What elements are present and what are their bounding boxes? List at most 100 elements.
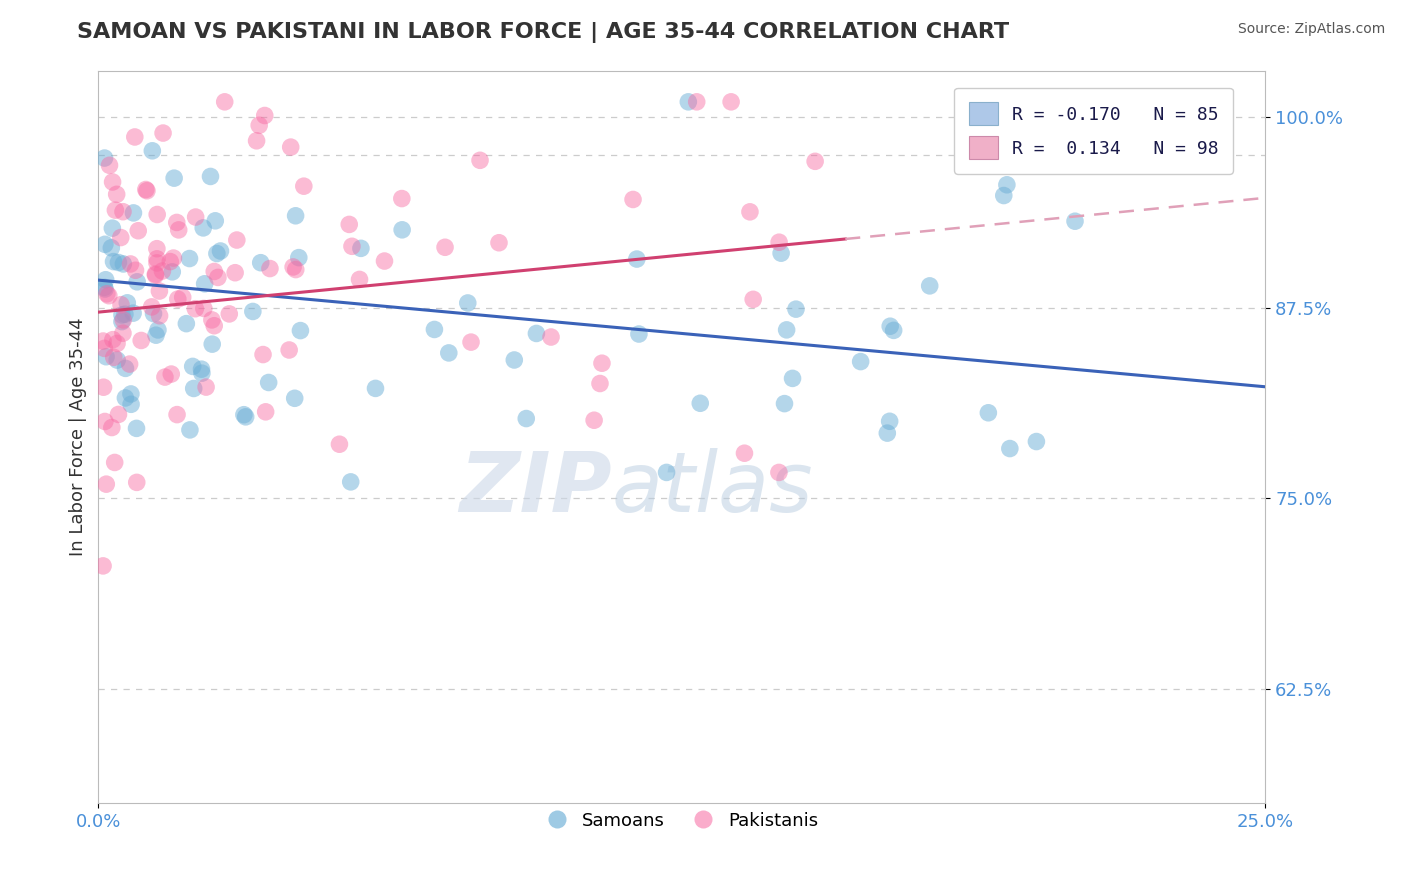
Point xyxy=(257,376,280,390)
Point xyxy=(162,265,184,279)
Point xyxy=(97,289,120,303)
Point xyxy=(202,264,225,278)
Text: ZIP: ZIP xyxy=(460,448,612,529)
Point xyxy=(503,353,526,368)
Point xyxy=(146,207,169,221)
Point xyxy=(879,319,901,334)
Point xyxy=(94,282,117,296)
Point xyxy=(176,317,198,331)
Point xyxy=(1064,214,1087,228)
Point xyxy=(118,357,141,371)
Text: atlas: atlas xyxy=(612,448,814,529)
Point xyxy=(201,313,224,327)
Point xyxy=(278,343,301,357)
Point xyxy=(141,144,163,158)
Point xyxy=(284,209,307,223)
Point xyxy=(457,296,479,310)
Point xyxy=(125,421,148,435)
Point xyxy=(93,151,115,165)
Point xyxy=(849,354,872,368)
Point xyxy=(129,334,152,348)
Point xyxy=(96,286,118,301)
Point xyxy=(152,126,174,140)
Point xyxy=(110,298,132,312)
Point xyxy=(209,244,232,258)
Point xyxy=(93,280,115,294)
Point xyxy=(202,318,225,333)
Point xyxy=(172,290,194,304)
Point xyxy=(166,408,188,422)
Point xyxy=(247,118,270,132)
Point xyxy=(775,323,797,337)
Point xyxy=(105,353,128,368)
Point xyxy=(127,224,149,238)
Point xyxy=(190,362,212,376)
Point xyxy=(184,301,207,316)
Point xyxy=(124,263,146,277)
Point xyxy=(589,376,612,391)
Point xyxy=(103,254,125,268)
Point xyxy=(114,307,136,321)
Point xyxy=(101,333,124,347)
Point xyxy=(94,415,117,429)
Point xyxy=(114,361,136,376)
Point xyxy=(876,426,898,441)
Point xyxy=(785,302,807,317)
Point xyxy=(686,95,709,109)
Point xyxy=(621,193,644,207)
Point xyxy=(136,184,159,198)
Point xyxy=(280,140,302,154)
Point xyxy=(284,392,307,406)
Point xyxy=(204,214,226,228)
Point xyxy=(103,351,125,365)
Point xyxy=(122,206,145,220)
Point xyxy=(152,264,174,278)
Point xyxy=(998,442,1021,456)
Point xyxy=(145,328,167,343)
Point xyxy=(655,466,678,480)
Point xyxy=(339,475,361,489)
Point xyxy=(627,326,650,341)
Point xyxy=(678,95,700,109)
Point xyxy=(153,370,176,384)
Point xyxy=(526,326,548,341)
Point xyxy=(195,380,218,394)
Point xyxy=(112,257,135,271)
Point xyxy=(437,346,460,360)
Point xyxy=(201,337,224,351)
Point xyxy=(200,169,222,184)
Point xyxy=(391,223,413,237)
Point xyxy=(249,256,271,270)
Point xyxy=(193,301,215,316)
Point xyxy=(122,306,145,320)
Point xyxy=(918,278,941,293)
Point xyxy=(93,342,115,356)
Point xyxy=(94,350,117,364)
Text: Source: ZipAtlas.com: Source: ZipAtlas.com xyxy=(1237,22,1385,37)
Point xyxy=(98,158,121,172)
Point xyxy=(167,223,190,237)
Point xyxy=(112,313,135,327)
Point xyxy=(626,252,648,266)
Point xyxy=(254,405,277,419)
Point xyxy=(214,95,236,109)
Point xyxy=(391,192,413,206)
Point xyxy=(768,466,790,480)
Point xyxy=(181,359,204,374)
Point xyxy=(91,334,114,348)
Point xyxy=(423,322,446,336)
Point xyxy=(364,381,387,395)
Point xyxy=(100,241,122,255)
Point xyxy=(770,246,793,260)
Point xyxy=(101,420,124,434)
Point xyxy=(225,233,247,247)
Point xyxy=(460,335,482,350)
Point xyxy=(328,437,350,451)
Point xyxy=(105,336,128,351)
Point xyxy=(232,408,254,422)
Point xyxy=(591,356,613,370)
Point xyxy=(142,307,165,321)
Point xyxy=(117,295,139,310)
Point xyxy=(166,292,188,306)
Point xyxy=(104,203,127,218)
